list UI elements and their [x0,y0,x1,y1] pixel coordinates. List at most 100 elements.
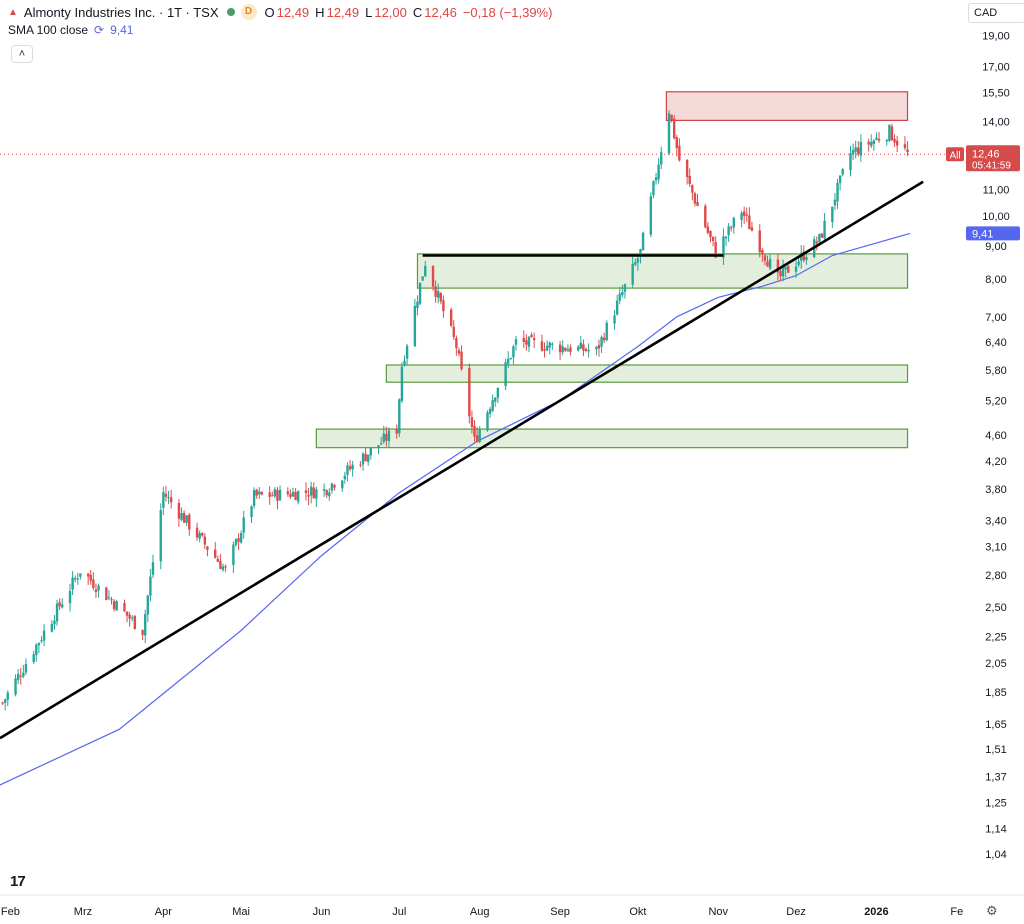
candle[interactable] [437,283,440,304]
candle[interactable] [431,265,435,291]
candle[interactable] [851,143,855,160]
candle[interactable] [766,255,769,267]
candle[interactable] [670,114,673,123]
candle[interactable] [164,485,168,502]
tradingview-logo[interactable]: 17 [10,873,26,890]
candle[interactable] [724,235,728,247]
candle[interactable] [722,228,725,266]
candle[interactable] [527,336,531,353]
candle[interactable] [125,611,129,623]
candle[interactable] [330,482,334,494]
candle[interactable] [815,236,818,251]
candle[interactable] [509,357,513,360]
candle[interactable] [512,344,515,365]
candle[interactable] [255,488,258,499]
candle[interactable] [613,310,616,330]
refresh-icon[interactable]: ⟳ [94,23,105,37]
candle[interactable] [730,225,733,232]
candle[interactable] [597,339,601,357]
candle[interactable] [577,344,580,352]
candle[interactable] [761,248,764,263]
candle[interactable] [201,532,204,537]
candle[interactable] [234,538,238,547]
candle[interactable] [660,146,663,170]
candle[interactable] [566,344,570,352]
candle[interactable] [182,510,186,523]
candle[interactable] [838,175,842,191]
candle[interactable] [307,488,310,506]
candle[interactable] [641,231,645,251]
candle[interactable] [128,611,131,627]
candle[interactable] [273,487,277,499]
candle[interactable] [903,136,907,151]
candle[interactable] [831,206,834,228]
candle[interactable] [219,553,222,570]
candle[interactable] [605,320,608,342]
candle[interactable] [61,598,64,609]
candle[interactable] [652,180,655,198]
candle[interactable] [146,594,150,623]
candle[interactable] [711,236,715,247]
candle[interactable] [367,454,370,466]
candle[interactable] [359,461,362,468]
candle[interactable] [237,533,240,551]
candle[interactable] [14,674,17,697]
candle[interactable] [167,490,170,504]
candle[interactable] [600,335,603,354]
candle[interactable] [224,564,227,573]
candle[interactable] [341,479,344,492]
candle[interactable] [693,191,697,207]
candle[interactable] [22,664,25,679]
candle[interactable] [595,346,598,356]
candle[interactable] [32,650,35,665]
candle[interactable] [364,447,367,462]
candle[interactable] [584,347,588,353]
candle[interactable] [188,512,191,536]
candle[interactable] [276,487,279,510]
candle[interactable] [325,489,328,498]
candle[interactable] [395,424,398,439]
candle[interactable] [836,178,839,210]
candle[interactable] [68,583,72,612]
candle[interactable] [400,362,404,403]
candle[interactable] [906,141,909,157]
candle[interactable] [496,387,500,403]
candle[interactable] [779,268,782,282]
candle[interactable] [315,486,318,507]
candle[interactable] [159,503,162,570]
candle[interactable] [587,343,590,358]
candle[interactable] [151,554,155,579]
candle[interactable] [79,573,82,580]
candle[interactable] [784,266,787,278]
candle[interactable] [561,340,564,356]
candle[interactable] [86,572,90,585]
candle[interactable] [71,571,74,595]
candle[interactable] [634,258,637,267]
candle[interactable] [369,447,372,460]
candle[interactable] [379,436,383,446]
candle[interactable] [872,139,876,151]
candle[interactable] [76,572,79,585]
candle[interactable] [579,335,583,350]
candle[interactable] [73,575,77,583]
candle[interactable] [540,334,544,352]
candle[interactable] [745,207,748,223]
candle[interactable] [268,486,271,505]
candle[interactable] [105,586,108,601]
candle[interactable] [525,334,528,351]
candle[interactable] [732,216,736,234]
candle[interactable] [491,394,494,413]
candle[interactable] [794,260,798,278]
candle[interactable] [348,459,352,472]
candle[interactable] [294,488,297,501]
candle[interactable] [260,491,264,496]
candle[interactable] [221,563,225,572]
candle[interactable] [615,294,619,316]
symbol-title[interactable]: Almonty Industries Inc. · 1T · TSX [23,4,219,20]
candle[interactable] [678,138,681,162]
candle[interactable] [452,320,455,340]
candle[interactable] [232,541,235,574]
candle[interactable] [473,420,476,442]
candle[interactable] [685,159,689,185]
